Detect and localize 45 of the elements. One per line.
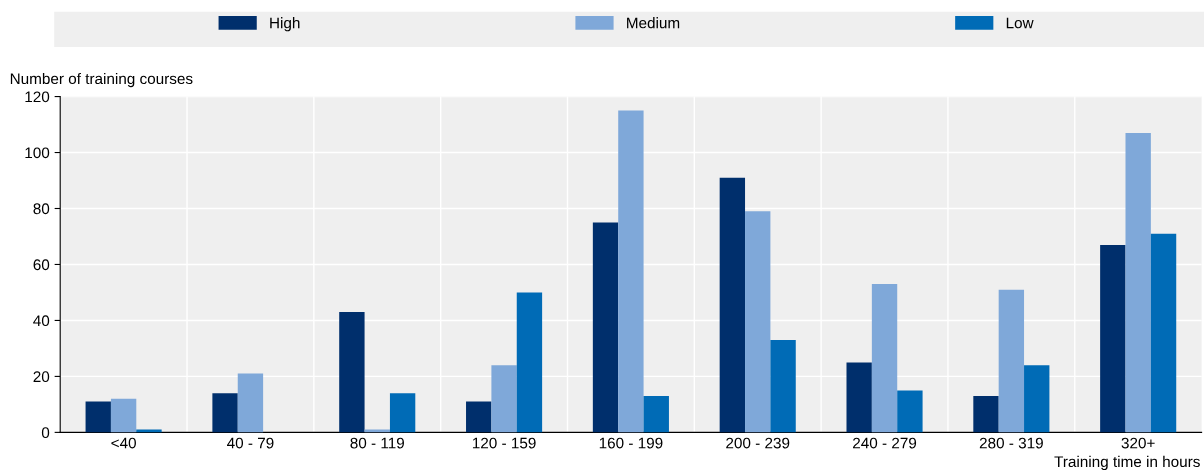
y-tick-label: 0 — [41, 427, 50, 439]
x-tick-label: 160 - 199 — [599, 437, 663, 449]
x-tick-label: 320+ — [1121, 437, 1155, 449]
x-tick-label: 240 - 279 — [853, 437, 917, 449]
bar — [1125, 132, 1151, 433]
bar — [1100, 244, 1126, 433]
bar — [897, 390, 923, 433]
bar — [516, 292, 543, 433]
x-tick-label: 40 - 79 — [227, 437, 274, 449]
bar — [719, 177, 746, 433]
x-tick-label: <40 — [111, 437, 136, 449]
legend-label: High — [270, 17, 300, 32]
bar — [110, 398, 137, 433]
legend-label: Low — [1006, 17, 1034, 29]
y-tick-label: 60 — [33, 259, 50, 271]
y-tick-label: 40 — [33, 315, 50, 327]
x-tick-label: 120 - 159 — [472, 437, 536, 449]
bar — [592, 222, 619, 433]
bar — [770, 340, 796, 433]
x-tick-label: 200 - 239 — [726, 437, 790, 449]
bar — [846, 362, 872, 433]
bar — [389, 393, 416, 433]
bar — [745, 211, 771, 433]
bar — [618, 110, 644, 433]
bar — [998, 289, 1025, 433]
bar — [491, 365, 517, 433]
bar — [1024, 365, 1050, 433]
x-tick-label: 80 - 119 — [350, 437, 404, 449]
bar — [643, 396, 669, 433]
legend-label: Medium — [627, 17, 680, 29]
y-tick-label: 100 — [25, 147, 50, 159]
bar — [212, 393, 238, 433]
y-tick-label: 20 — [33, 371, 50, 383]
bar — [339, 312, 365, 433]
x-tick-label: 280 - 319 — [979, 437, 1043, 449]
y-tick-label: 80 — [33, 203, 50, 215]
bar — [973, 396, 999, 433]
y-tick-label: 120 — [25, 91, 50, 103]
bar — [466, 401, 492, 433]
bar — [871, 284, 898, 433]
bar — [85, 401, 111, 433]
y-axis-title: Number of training courses — [10, 72, 193, 88]
x-axis-title: Training time in hours — [1054, 455, 1200, 471]
bar — [1150, 233, 1177, 433]
bar — [237, 373, 264, 433]
